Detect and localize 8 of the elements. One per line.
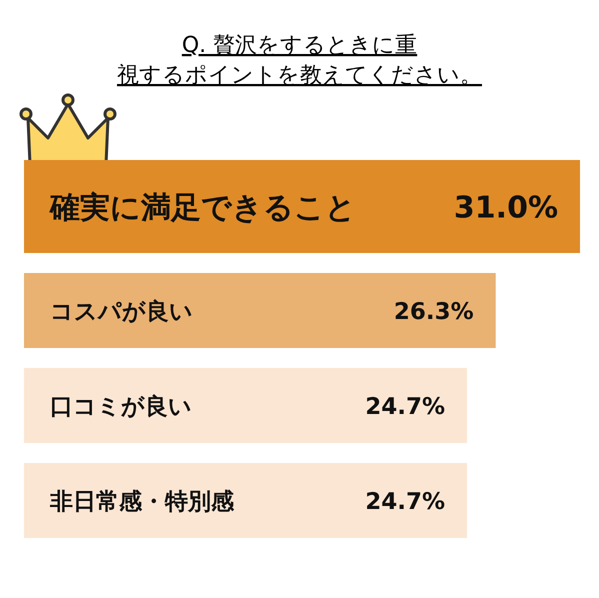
y-tick-label: 非日常感・特別感: [49, 488, 235, 515]
y-tick-label: 確実に満足できること: [49, 190, 356, 226]
data-label: 24.7%: [365, 488, 446, 515]
data-label: 26.3%: [394, 298, 474, 325]
data-label: 31.0%: [454, 190, 558, 226]
data-label: 24.7%: [365, 394, 446, 420]
y-tick-label: 口コミが良い: [50, 392, 192, 420]
y-tick-label: コスパが良い: [50, 298, 193, 325]
